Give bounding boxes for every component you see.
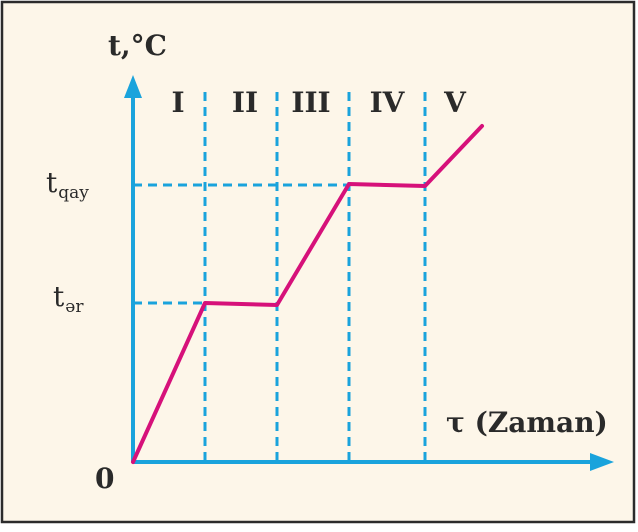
melting-temp-label: tər (53, 280, 84, 317)
x-axis-arrow-icon (590, 453, 614, 471)
heating-curve (131, 124, 484, 464)
stage-label-4: IV (370, 86, 406, 119)
stage-label-2: II (232, 86, 258, 119)
y-axis-arrow-icon (124, 75, 142, 98)
stage-label-1: I (171, 86, 184, 119)
stage-label-5: V (443, 86, 467, 119)
stage-label-3: III (291, 86, 330, 119)
x-axis-title: τ (Zaman) (446, 406, 608, 439)
y-axis-title: t,°C (108, 29, 167, 62)
boiling-temp-label: tqay (46, 166, 89, 203)
origin-label: 0 (95, 462, 114, 495)
